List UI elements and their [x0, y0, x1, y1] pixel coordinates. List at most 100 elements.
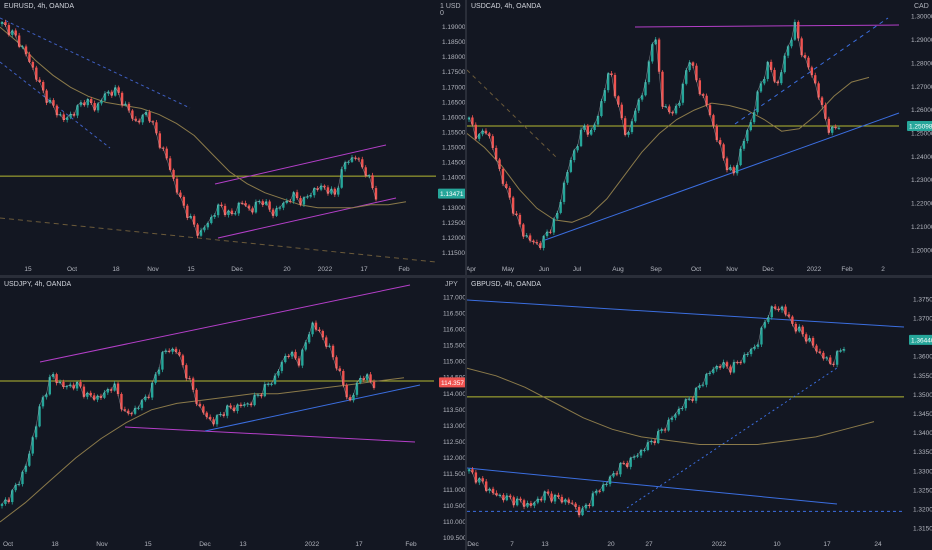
- candle-body: [137, 407, 140, 409]
- candle-body: [123, 409, 127, 411]
- candle-body: [715, 125, 718, 141]
- candle-body: [808, 337, 811, 342]
- candle-body: [505, 183, 508, 188]
- candle-body: [93, 103, 96, 111]
- candle-body: [326, 187, 330, 194]
- x-tick-label: 24: [874, 541, 882, 548]
- candle-body: [41, 82, 45, 91]
- y-tick-label: 117.000: [443, 295, 465, 302]
- candle-body: [556, 212, 559, 219]
- candle-body: [687, 398, 691, 400]
- candle-body: [722, 362, 725, 368]
- y-tick-label: 115.000: [443, 359, 465, 366]
- usdjpy-chart[interactable]: 109.500 110.000 110.500 111.000 111.500 112.0…: [0, 278, 465, 550]
- candle-body: [617, 96, 620, 105]
- candle-body: [116, 383, 120, 394]
- candle-body: [705, 373, 708, 385]
- dotted-trendline: [626, 367, 838, 509]
- candle-body: [230, 210, 234, 214]
- candle-body: [45, 394, 48, 398]
- candle-body: [834, 126, 837, 129]
- horizontal-divider[interactable]: [0, 275, 932, 278]
- candle-body: [148, 112, 151, 122]
- candle-body: [829, 357, 832, 364]
- candle-body: [674, 414, 677, 418]
- candle-body: [694, 387, 698, 401]
- candle-body: [508, 187, 511, 198]
- candle-body: [280, 362, 284, 371]
- candle-body: [797, 21, 800, 39]
- candle-body: [579, 129, 583, 147]
- candle-body: [598, 490, 601, 492]
- candle-body: [348, 397, 352, 401]
- candle-body: [543, 491, 546, 501]
- y-tick-label: 1.32500: [913, 487, 932, 494]
- usdcad-chart[interactable]: 1.20000 1.21000 1.22000 1.23000 1.24000 1.250…: [467, 0, 932, 275]
- candle-body: [705, 95, 708, 106]
- y-tick-label: 1.30000: [911, 14, 932, 21]
- candle-body: [195, 389, 198, 404]
- gbpusd-chart[interactable]: 1.31500 1.32000 1.32500 1.33000 1.33500 1.340…: [467, 278, 932, 550]
- x-tick-label: Jul: [573, 266, 582, 273]
- candle-body: [103, 392, 106, 398]
- candle-body: [208, 416, 212, 420]
- candle-body: [560, 496, 564, 503]
- short-moving-average-line: [468, 21, 840, 249]
- candle-body: [318, 329, 321, 331]
- candle-body: [842, 349, 846, 351]
- candle-body: [359, 377, 362, 383]
- dashed-trendline: [0, 61, 111, 149]
- candle-body: [316, 188, 319, 190]
- x-tick-label: 20: [283, 266, 291, 273]
- candle-body: [219, 414, 222, 416]
- dashed-long-trendline: [0, 217, 437, 263]
- candle-body: [725, 158, 729, 171]
- dashed-trendline: [0, 17, 191, 109]
- y-tick-label: 1.17000: [442, 84, 465, 91]
- x-tick-label: 17: [823, 541, 831, 548]
- candle-body: [343, 162, 347, 170]
- candle-body: [471, 117, 474, 125]
- candle-body: [481, 478, 484, 482]
- candle-body: [763, 322, 767, 328]
- candle-body: [839, 350, 842, 352]
- candle-body: [793, 21, 797, 40]
- candle-body: [810, 67, 814, 76]
- y-tick-label: 1.29000: [911, 37, 932, 44]
- candle-body: [17, 484, 21, 486]
- moving-average-line: [0, 26, 407, 209]
- candle-body: [350, 157, 354, 162]
- candle-body: [7, 25, 11, 35]
- candle-body: [620, 104, 623, 119]
- candle-body: [191, 378, 195, 390]
- candle-body: [767, 317, 770, 323]
- usdcad-panel[interactable]: 1.20000 1.21000 1.22000 1.23000 1.24000 1.250…: [467, 0, 932, 275]
- candle-body: [354, 157, 357, 159]
- x-tick-label: 2: [881, 266, 885, 273]
- x-tick-label: 18: [112, 266, 120, 273]
- gbpusd-panel[interactable]: 1.31500 1.32000 1.32500 1.33000 1.33500 1.340…: [467, 278, 932, 550]
- candle-body: [227, 210, 230, 216]
- candle-body: [297, 358, 301, 366]
- candle-body: [491, 488, 495, 493]
- candle-body: [99, 395, 103, 398]
- eurusd-chart[interactable]: 1.115001.120001.125001.130001.135001.140…: [0, 0, 465, 275]
- candle-body: [562, 182, 566, 202]
- candle-body: [569, 160, 573, 172]
- candle-body: [75, 381, 79, 389]
- candle-body: [162, 147, 165, 149]
- y-tick-label: 1.16500: [442, 99, 465, 106]
- candle-body: [827, 118, 831, 133]
- candle-body: [794, 323, 798, 332]
- x-tick-label: Feb: [398, 266, 410, 273]
- candle-body: [559, 201, 562, 213]
- candle-body: [681, 408, 684, 410]
- usdjpy-panel[interactable]: 109.500 110.000 110.500 111.000 111.500 112.0…: [0, 278, 465, 550]
- candle-body: [471, 469, 474, 473]
- eurusd-panel[interactable]: 1.115001.120001.125001.130001.135001.140…: [0, 0, 465, 275]
- short-moving-average-line: [1, 21, 377, 237]
- candle-body: [712, 369, 715, 374]
- candle-body: [254, 201, 258, 213]
- candle-body: [273, 375, 277, 384]
- candle-body: [567, 499, 570, 503]
